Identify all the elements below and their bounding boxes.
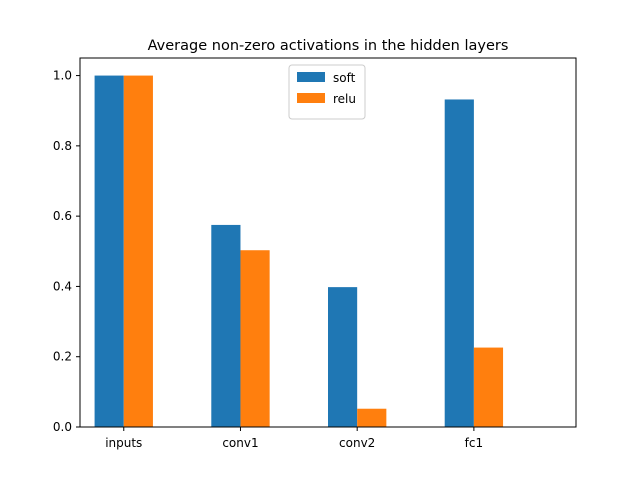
bar-soft-fc1 [444, 99, 474, 428]
y-tick-label: 0.6 [53, 209, 72, 223]
bar-soft-conv2 [328, 287, 358, 427]
legend-swatch-relu [297, 93, 325, 103]
y-tick-label: 1.0 [53, 69, 72, 83]
bar-relu-conv2 [357, 408, 387, 427]
legend-label-soft: soft [333, 71, 356, 85]
axes-layer: 0.0 0.2 0.4 0.6 0.8 1.0 inputs conv1 conv2 fc1 [53, 57, 577, 450]
bars-layer [94, 75, 504, 428]
bar-soft-conv1 [211, 224, 241, 427]
y-tick-label: 0.2 [53, 350, 72, 364]
legend: soft relu [288, 64, 366, 120]
bar-relu-fc1 [473, 347, 504, 427]
x-tick-label-conv1: conv1 [222, 436, 258, 450]
legend-swatch-soft [297, 72, 325, 82]
y-tick-label: 0.8 [53, 139, 72, 153]
bar-relu-conv1 [240, 250, 270, 427]
x-tick-label-inputs: inputs [105, 436, 142, 450]
x-tick-label-fc1: fc1 [465, 436, 483, 450]
y-tick-label: 0.4 [53, 279, 72, 293]
legend-label-relu: relu [333, 92, 356, 106]
y-tick-label: 0.0 [53, 420, 72, 434]
chart-title: Average non-zero activations in the hidd… [148, 38, 509, 54]
bar-soft-inputs [94, 75, 124, 428]
bar-relu-inputs [123, 75, 153, 428]
x-tick-label-conv2: conv2 [339, 436, 375, 450]
plot-frame [79, 57, 577, 428]
